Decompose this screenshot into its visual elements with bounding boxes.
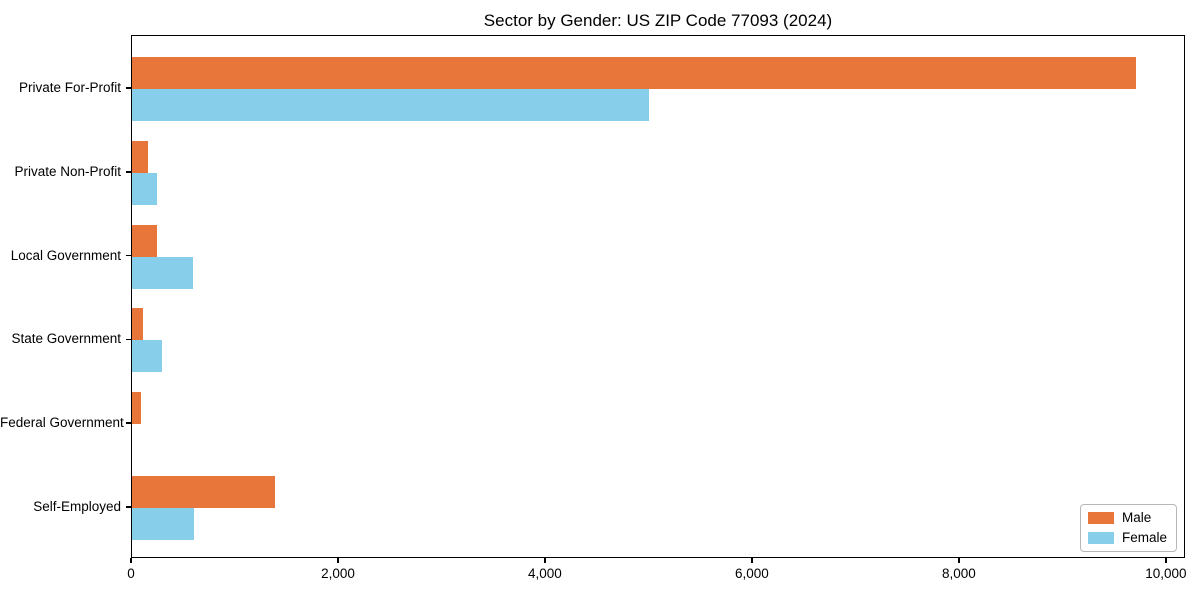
y-tick-mark-4 xyxy=(126,422,131,424)
x-tick-mark-4 xyxy=(958,558,960,563)
category-label-3: State Government xyxy=(11,331,121,347)
category-label-0: Private For-Profit xyxy=(18,80,121,95)
legend-label-male: Male xyxy=(1121,510,1152,525)
legend: Male Female xyxy=(1079,504,1177,552)
bar-male-3 xyxy=(132,308,144,341)
legend-swatch-female xyxy=(1087,532,1114,544)
category-label-5: Self-Employed xyxy=(33,499,121,514)
y-tick-mark-3 xyxy=(126,338,131,341)
x-tick-label-5: 10,000 xyxy=(1145,566,1187,581)
category-label-2: Local Government xyxy=(10,247,121,263)
category-label-4: Federal Government xyxy=(0,415,124,431)
x-tick-mark-2 xyxy=(544,558,546,563)
bar-female-3 xyxy=(132,340,162,373)
legend-item-female: Female xyxy=(1087,530,1167,546)
x-tick-mark-5 xyxy=(1165,558,1167,563)
bar-male-0 xyxy=(132,57,1136,89)
legend-item-male: Male xyxy=(1087,510,1167,526)
legend-swatch-male xyxy=(1087,512,1114,524)
bar-female-2 xyxy=(132,256,194,289)
x-tick-mark-3 xyxy=(751,558,753,563)
x-tick-label-3: 6,000 xyxy=(735,566,769,581)
x-tick-label-2: 4,000 xyxy=(528,566,562,581)
y-tick-mark-0 xyxy=(126,87,131,89)
bar-male-2 xyxy=(132,224,157,257)
bar-male-1 xyxy=(132,140,148,173)
bar-female-0 xyxy=(132,89,650,121)
x-tick-mark-1 xyxy=(337,558,339,563)
plot-area: Male Female xyxy=(131,35,1185,558)
x-tick-label-0: 0 xyxy=(127,566,135,581)
y-tick-mark-1 xyxy=(126,171,131,173)
y-tick-mark-5 xyxy=(126,506,131,508)
bar-female-1 xyxy=(132,172,157,205)
bar-female-5 xyxy=(132,508,195,540)
category-label-1: Private Non-Profit xyxy=(14,163,121,179)
bar-male-4 xyxy=(132,392,142,425)
x-tick-label-4: 8,000 xyxy=(941,566,976,581)
x-tick-label-1: 2,000 xyxy=(321,566,355,581)
chart-title: Sector by Gender: US ZIP Code 77093 (202… xyxy=(483,11,833,30)
legend-label-female: Female xyxy=(1121,530,1167,545)
y-tick-mark-2 xyxy=(126,254,131,257)
x-tick-mark-0 xyxy=(130,558,132,563)
bar-male-5 xyxy=(132,476,275,508)
